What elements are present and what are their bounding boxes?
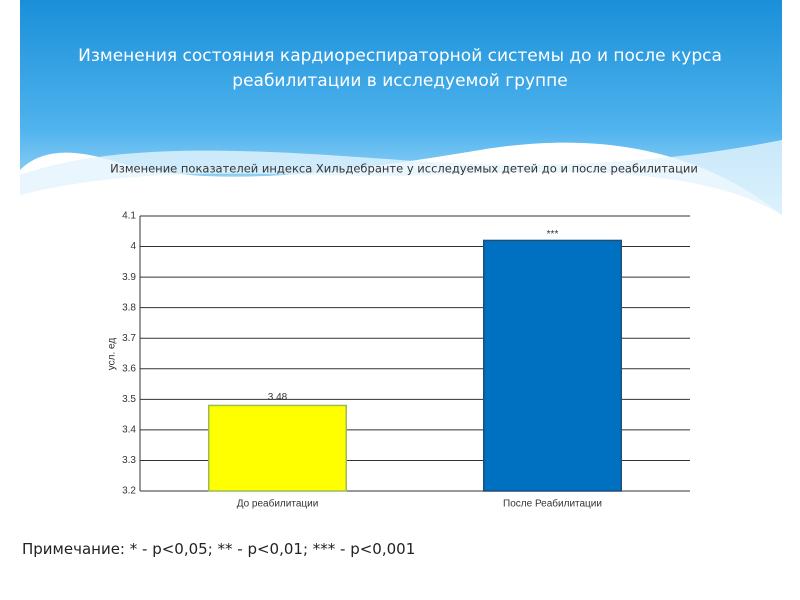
y-tick-label: 4 (130, 241, 136, 252)
header-wave-light (20, 140, 782, 215)
y-tick-label: 3.5 (122, 394, 136, 405)
x-tick-label: До реабилитации (237, 498, 319, 510)
data-label: 3.48 (268, 392, 288, 403)
bar (208, 404, 347, 492)
annotation: *** (547, 229, 559, 240)
header-wave (20, 0, 782, 215)
y-tick-label: 3.4 (122, 425, 136, 436)
y-tick-label: 3.7 (122, 333, 136, 344)
y-tick-label: 3.9 (122, 272, 136, 283)
y-tick-label: 3.3 (122, 455, 136, 466)
slide-title: Изменения состояния кардиореспираторной … (78, 46, 722, 91)
y-axis-label: усл. ед (107, 338, 118, 371)
chart-title: Изменение показателей индекса Хильдебран… (110, 162, 698, 176)
y-tick-label: 3.6 (122, 363, 136, 374)
bar (483, 239, 622, 492)
note: Примечание: * - p<0,05; ** - p<0,01; ***… (22, 540, 416, 558)
y-tick-label: 3.2 (122, 486, 136, 497)
y-tick-label: 3.8 (122, 302, 136, 313)
y-tick-label: 4.1 (122, 211, 136, 222)
x-tick-label: После Реабилитации (503, 498, 602, 510)
